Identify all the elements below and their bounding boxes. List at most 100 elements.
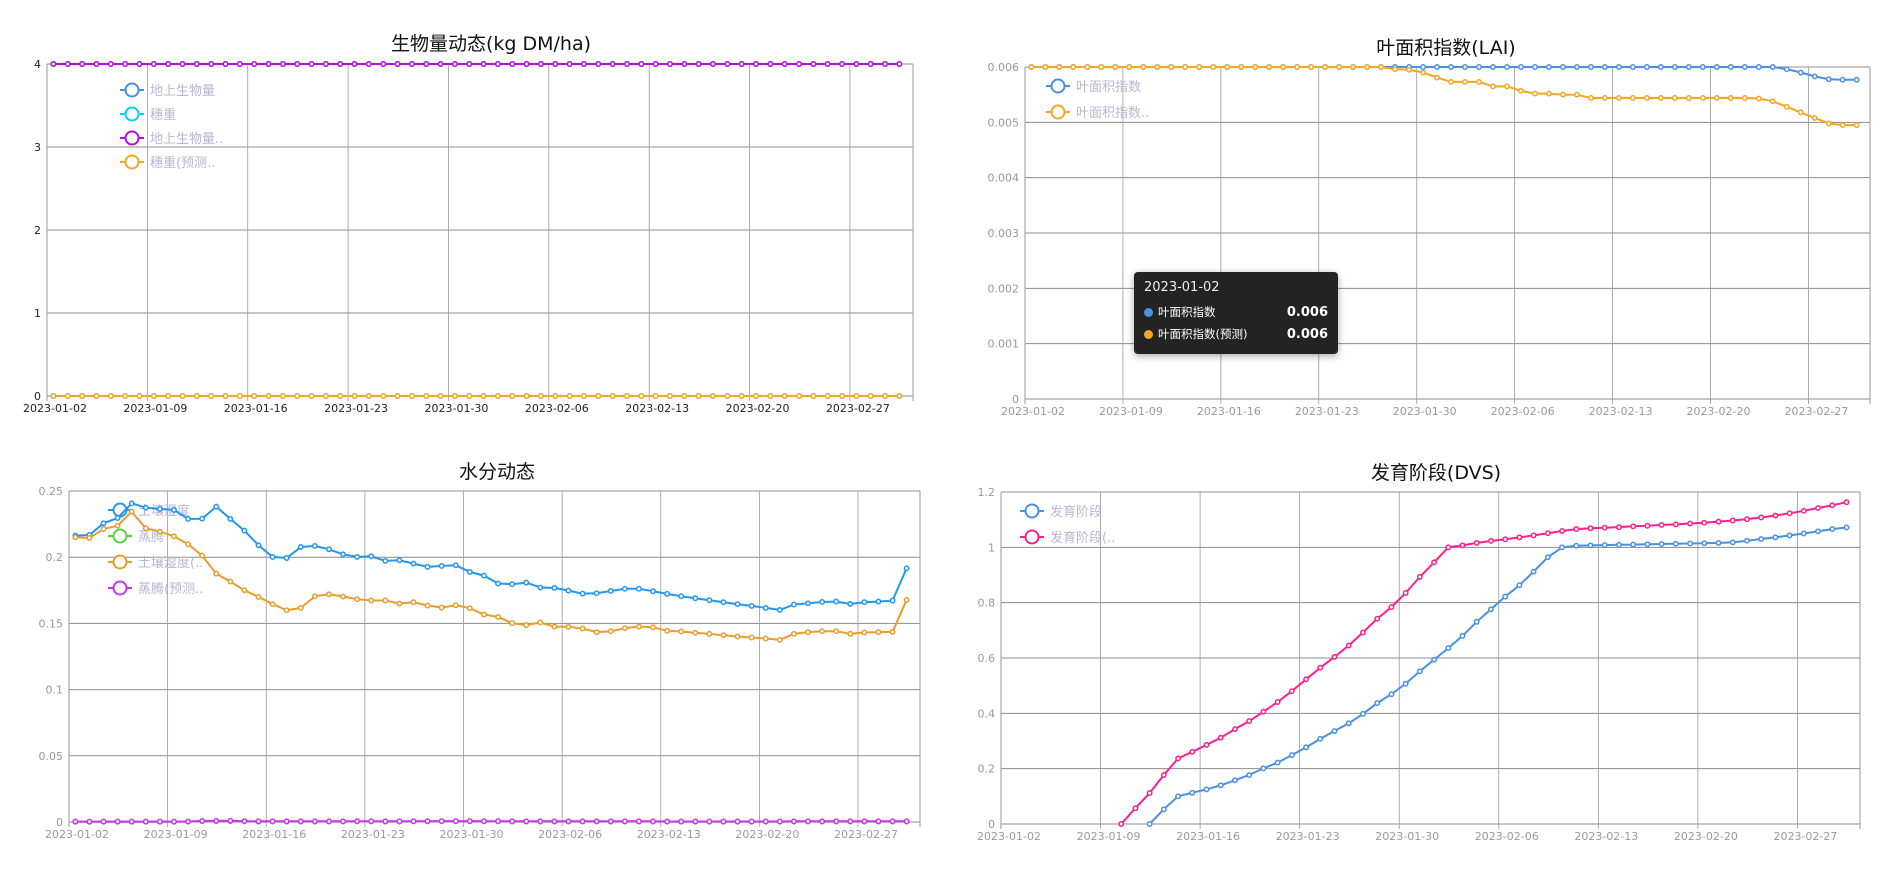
legend-circle-icon bbox=[1050, 78, 1066, 94]
x-tick-label: 2023-01-16 bbox=[1197, 405, 1261, 418]
y-tick-label: 0 bbox=[988, 818, 995, 831]
data-point bbox=[1459, 542, 1466, 549]
data-point bbox=[1364, 64, 1371, 70]
legend-item[interactable]: 蒸腾(预测.. bbox=[108, 580, 203, 597]
data-point bbox=[1504, 83, 1510, 90]
series-line bbox=[1148, 526, 1847, 825]
data-point bbox=[523, 818, 530, 825]
legend-item[interactable]: 地上生物量.. bbox=[120, 130, 223, 148]
x-tick-label: 2023-02-27 bbox=[826, 402, 890, 415]
data-point bbox=[438, 818, 445, 825]
data-point bbox=[678, 628, 685, 635]
data-point bbox=[621, 818, 628, 825]
data-point bbox=[50, 61, 57, 67]
data-point bbox=[537, 584, 544, 591]
x-tick-label: 2023-01-30 bbox=[424, 402, 488, 415]
data-point bbox=[480, 818, 487, 825]
legend-item[interactable]: 叶面积指数 bbox=[1046, 78, 1141, 96]
legend-item[interactable]: 穗重(预测.. bbox=[120, 154, 215, 171]
data-point bbox=[1825, 120, 1832, 127]
data-point bbox=[437, 393, 444, 399]
data-point bbox=[269, 601, 276, 608]
data-point bbox=[354, 553, 361, 560]
data-point bbox=[1629, 95, 1636, 101]
legend-item[interactable]: 穗重 bbox=[120, 106, 176, 123]
data-point bbox=[1416, 668, 1423, 675]
data-point bbox=[710, 393, 716, 399]
data-point bbox=[889, 597, 896, 604]
data-point bbox=[1587, 64, 1594, 70]
data-point bbox=[1587, 95, 1594, 101]
data-point bbox=[156, 528, 163, 535]
legend-item[interactable]: 叶面积指数.. bbox=[1046, 104, 1149, 122]
data-point bbox=[279, 393, 286, 399]
data-point bbox=[819, 818, 826, 825]
data-point bbox=[1392, 66, 1398, 73]
y-tick-label: 1 bbox=[988, 541, 995, 554]
data-point bbox=[142, 525, 149, 532]
data-point bbox=[523, 579, 530, 586]
data-point bbox=[1331, 728, 1338, 734]
legend-item[interactable]: 地上生物量 bbox=[120, 82, 215, 100]
data-point bbox=[1545, 90, 1552, 97]
data-point bbox=[396, 600, 403, 607]
data-point bbox=[1800, 530, 1807, 537]
data-point bbox=[692, 818, 699, 825]
data-point bbox=[509, 61, 516, 67]
data-point bbox=[64, 393, 71, 399]
chart-title: 发育阶段(DVS) bbox=[1371, 462, 1501, 484]
data-point bbox=[213, 503, 220, 510]
data-point bbox=[451, 61, 458, 67]
data-point bbox=[1615, 95, 1622, 101]
data-point bbox=[269, 553, 276, 560]
data-point bbox=[537, 619, 544, 626]
data-point bbox=[368, 597, 375, 604]
data-point bbox=[734, 633, 741, 640]
data-point bbox=[1657, 95, 1664, 101]
data-point bbox=[523, 622, 530, 629]
data-point bbox=[1359, 710, 1366, 717]
x-tick-label: 2023-01-30 bbox=[1393, 405, 1457, 418]
legend-circle-icon bbox=[112, 554, 128, 570]
legend-label: 土壤湿度 bbox=[138, 503, 190, 519]
data-point bbox=[839, 393, 845, 399]
data-point bbox=[1825, 76, 1832, 83]
legend-item[interactable]: 发育阶段(.. bbox=[1020, 529, 1115, 546]
data-point bbox=[382, 818, 389, 825]
data-point bbox=[1530, 568, 1537, 575]
tooltip-series-name: 叶面积指数 bbox=[1158, 305, 1216, 319]
data-point bbox=[580, 61, 587, 67]
chart-title: 水分动态 bbox=[459, 461, 535, 483]
legend-item[interactable]: 土壤湿度(.. bbox=[108, 554, 203, 571]
x-tick-label: 2023-01-02 bbox=[23, 402, 87, 415]
data-point bbox=[565, 623, 572, 630]
data-point bbox=[1772, 534, 1779, 541]
data-point bbox=[394, 393, 401, 399]
data-point bbox=[762, 604, 769, 611]
data-point bbox=[1280, 64, 1287, 70]
data-point bbox=[114, 515, 121, 521]
data-point bbox=[1743, 516, 1750, 523]
data-point bbox=[1402, 680, 1409, 687]
data-point bbox=[833, 598, 840, 605]
data-point bbox=[1587, 542, 1594, 549]
data-point bbox=[1462, 64, 1468, 70]
data-point bbox=[903, 818, 910, 825]
data-point bbox=[297, 604, 304, 611]
series-line bbox=[75, 510, 908, 641]
biomass-chart: 生物量动态(kg DM/ha) 0 1 2 3 4 2023-01-02 2023-01-0… bbox=[23, 33, 914, 415]
y-tick-label: 0.4 bbox=[978, 707, 996, 720]
data-point bbox=[1203, 786, 1210, 793]
data-point bbox=[1573, 91, 1580, 98]
data-point bbox=[889, 818, 896, 825]
data-point bbox=[796, 393, 802, 399]
data-point bbox=[882, 393, 888, 399]
y-tick-label: 0.003 bbox=[988, 227, 1020, 240]
data-point bbox=[410, 560, 417, 567]
data-point bbox=[551, 584, 558, 591]
data-point bbox=[128, 818, 135, 825]
legend-item[interactable]: 发育阶段 bbox=[1020, 503, 1102, 520]
